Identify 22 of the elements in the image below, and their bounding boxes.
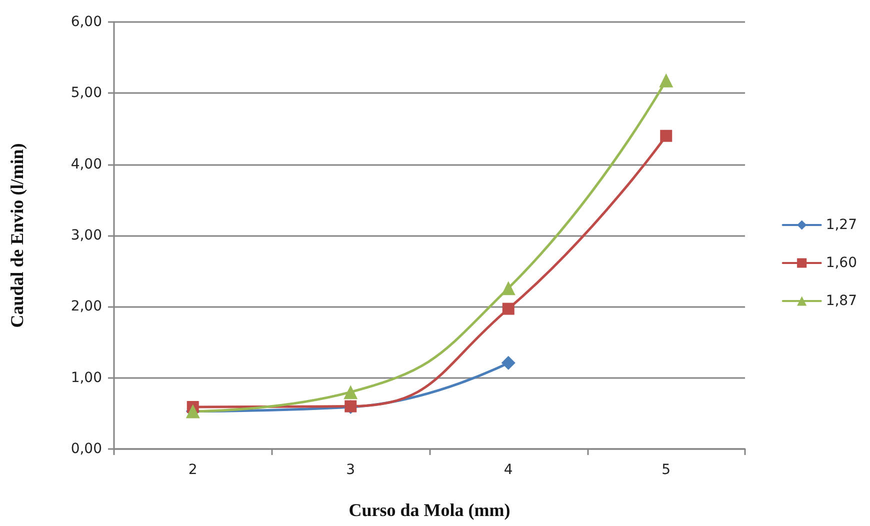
y-tick-label: 4,00 <box>70 156 102 172</box>
x-tick-label: 5 <box>662 462 671 478</box>
point <box>501 356 516 370</box>
y-axis-title: Caudal de Envio (l/min) <box>7 143 27 328</box>
point <box>660 130 672 142</box>
point <box>501 281 516 296</box>
legend-label: 1,60 <box>826 255 857 271</box>
x-tick-label: 2 <box>188 462 198 478</box>
y-tick-label: 3,00 <box>70 228 102 244</box>
point <box>502 302 514 315</box>
y-tick-label: 2,00 <box>70 298 102 315</box>
x-tick-label: 3 <box>346 462 356 478</box>
y-tick-label: 6,00 <box>70 14 102 30</box>
legend-label: 1,27 <box>826 217 857 233</box>
point <box>659 73 674 88</box>
x-axis-title: Curso da Mola (mm) <box>348 500 510 520</box>
y-tick-label: 0,00 <box>70 441 102 457</box>
y-tick-label: 1,00 <box>70 370 102 386</box>
x-tick-label: 4 <box>504 462 513 478</box>
point <box>344 385 358 400</box>
y-tick-label: 5,00 <box>70 85 102 102</box>
legend-label: 1,87 <box>826 293 857 309</box>
